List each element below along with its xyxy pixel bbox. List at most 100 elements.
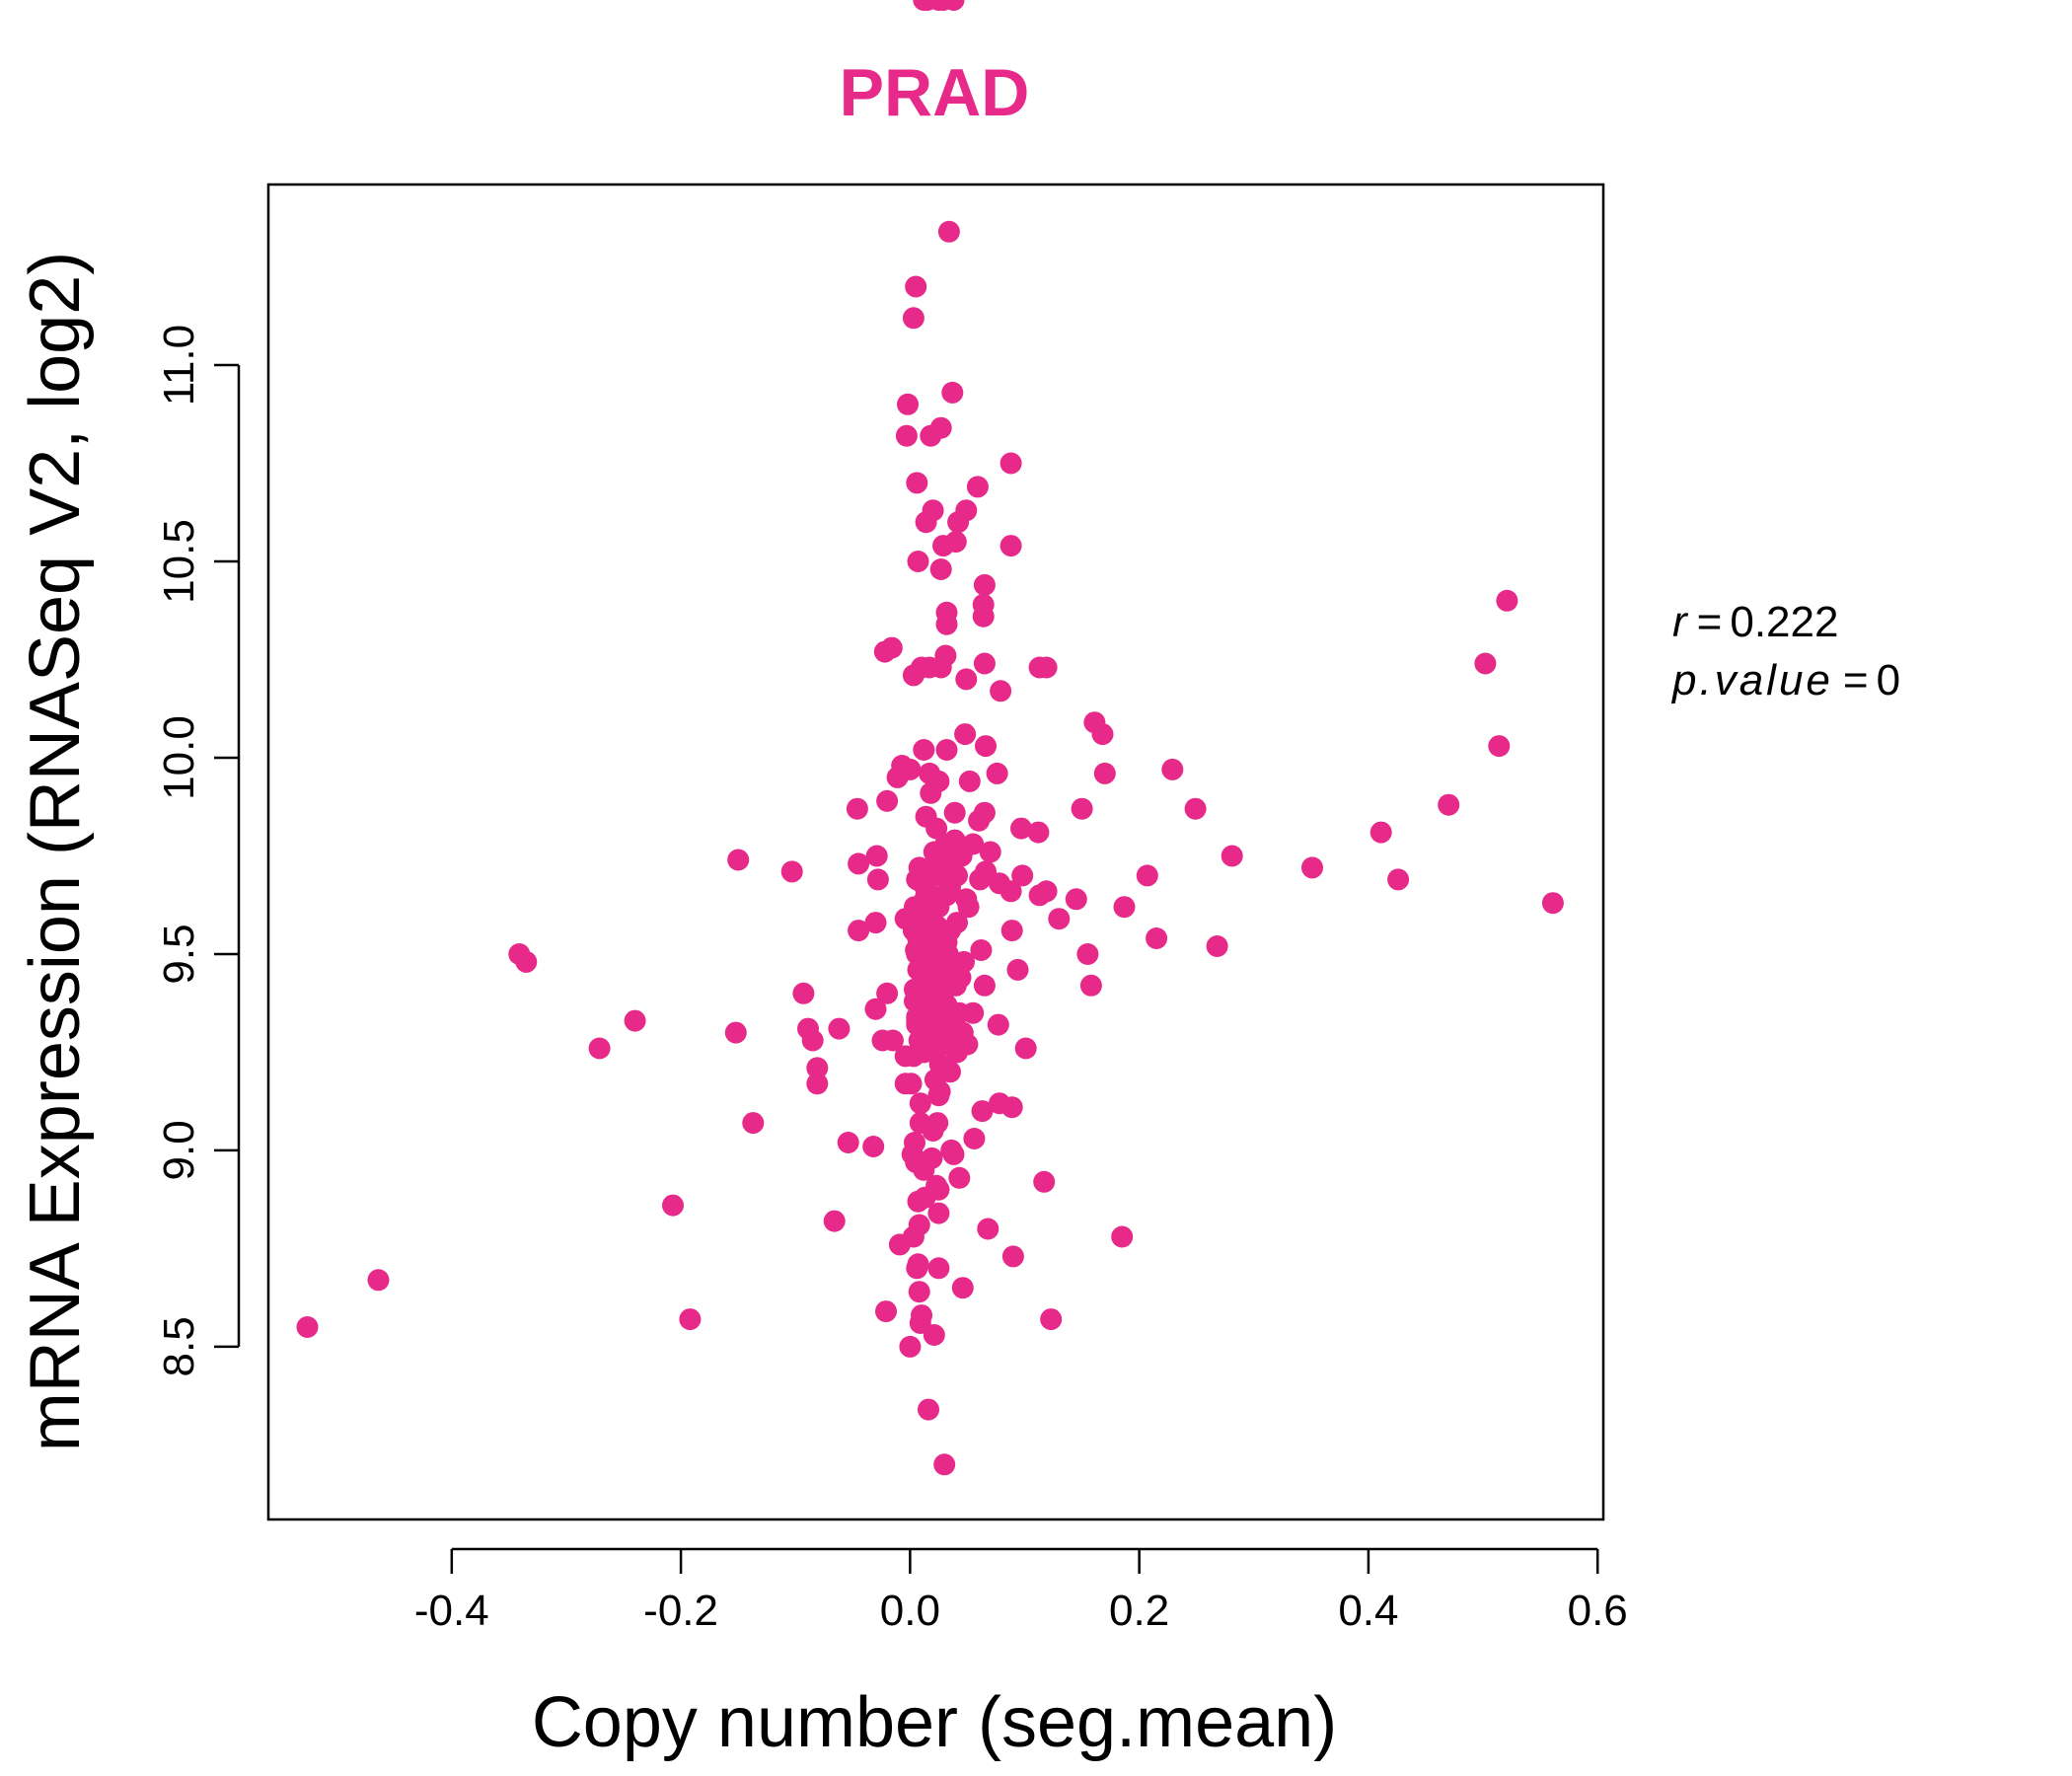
x-axis-title: Copy number (seg.mean) [532, 1683, 1337, 1762]
data-point [588, 1037, 611, 1060]
y-tick-label: 9.5 [155, 924, 203, 984]
data-point [1136, 864, 1158, 887]
r-equals: = [1697, 598, 1723, 646]
data-point [894, 1073, 917, 1095]
data-point [864, 998, 887, 1020]
data-point [367, 1269, 390, 1292]
data-point [837, 1132, 859, 1153]
chart-title: PRAD [840, 55, 1030, 130]
data-point [828, 1017, 851, 1040]
data-point [927, 1084, 950, 1107]
data-point [1541, 892, 1564, 915]
data-point [920, 781, 942, 804]
y-tick-label: 11.0 [155, 325, 203, 406]
data-point [906, 1257, 928, 1280]
data-point [899, 1335, 922, 1358]
data-point [902, 307, 925, 330]
data-point [1035, 656, 1058, 679]
data-point [973, 573, 996, 596]
data-point [823, 1210, 846, 1232]
data-point [1113, 896, 1136, 919]
data-point [957, 896, 980, 919]
data-point [1438, 793, 1460, 816]
data-point [963, 1128, 986, 1149]
data-point [862, 1136, 885, 1157]
data-point [865, 845, 888, 867]
data-point [990, 680, 1012, 703]
data-point [1221, 845, 1243, 867]
data-point [1496, 589, 1518, 612]
data-point [929, 958, 952, 981]
data-point [955, 668, 978, 691]
data-point [1014, 1037, 1037, 1060]
x-tick-label: -0.2 [643, 1587, 718, 1635]
data-point [846, 797, 868, 820]
data-point [935, 613, 958, 635]
y-tick-label: 10.0 [155, 715, 203, 800]
data-point [1369, 821, 1392, 844]
data-point [948, 1166, 971, 1189]
data-point [1040, 1308, 1063, 1331]
data-point [909, 1092, 931, 1115]
data-point [1065, 888, 1087, 911]
x-tick-label: 0.4 [1338, 1587, 1398, 1635]
data-point [780, 860, 803, 883]
data-point [1091, 723, 1114, 746]
data-point [906, 472, 928, 494]
data-point [913, 1158, 935, 1181]
data-point [954, 723, 977, 746]
p-equals: = [1843, 656, 1869, 704]
data-point [972, 593, 995, 616]
data-point [876, 982, 899, 1004]
data-point [1028, 884, 1051, 907]
data-point [1206, 935, 1228, 957]
r-value: 0.222 [1730, 598, 1838, 646]
data-point [932, 0, 954, 11]
data-point [792, 982, 815, 1004]
y-tick-label: 10.5 [155, 519, 203, 604]
data-point [1048, 908, 1071, 930]
data-point [1000, 1096, 1023, 1119]
data-point [922, 1120, 944, 1142]
data-point [1010, 817, 1032, 840]
data-point [727, 849, 750, 871]
data-point [975, 735, 997, 758]
y-tick-label: 9.0 [155, 1120, 203, 1180]
data-point [848, 852, 870, 875]
data-point [914, 900, 936, 923]
data-point [936, 880, 959, 903]
data-point [973, 974, 996, 997]
data-point [999, 880, 1022, 903]
data-point [624, 1009, 646, 1032]
data-point [943, 801, 966, 824]
data-point [929, 558, 952, 580]
data-point [662, 1194, 684, 1217]
data-points [296, 0, 1564, 1476]
plot-frame [266, 183, 1605, 1521]
data-point [987, 1013, 1009, 1036]
x-tick-label: -0.4 [414, 1587, 489, 1635]
data-point [944, 531, 967, 554]
data-point [864, 912, 887, 934]
data-point [933, 1033, 956, 1056]
correlation-annotation: r = 0.222 p.value = 0 [1670, 598, 1900, 704]
data-point [970, 939, 993, 961]
data-point [886, 766, 909, 788]
data-point [947, 511, 970, 534]
data-point [871, 1029, 894, 1052]
data-point [1033, 1170, 1056, 1193]
data-point [979, 841, 1001, 863]
data-point [1387, 868, 1410, 891]
data-point [894, 1045, 917, 1068]
data-point [922, 1017, 944, 1040]
data-point [1001, 1245, 1024, 1268]
data-point [724, 1021, 747, 1044]
data-point [942, 1143, 965, 1165]
data-point [927, 1257, 950, 1280]
y-axis-title: mRNA Expression (RNASeq V2, log2) [16, 252, 95, 1451]
data-point [913, 739, 935, 761]
data-point [999, 452, 1022, 475]
data-point [923, 1324, 945, 1346]
data-point [848, 920, 870, 942]
data-point [941, 381, 964, 404]
